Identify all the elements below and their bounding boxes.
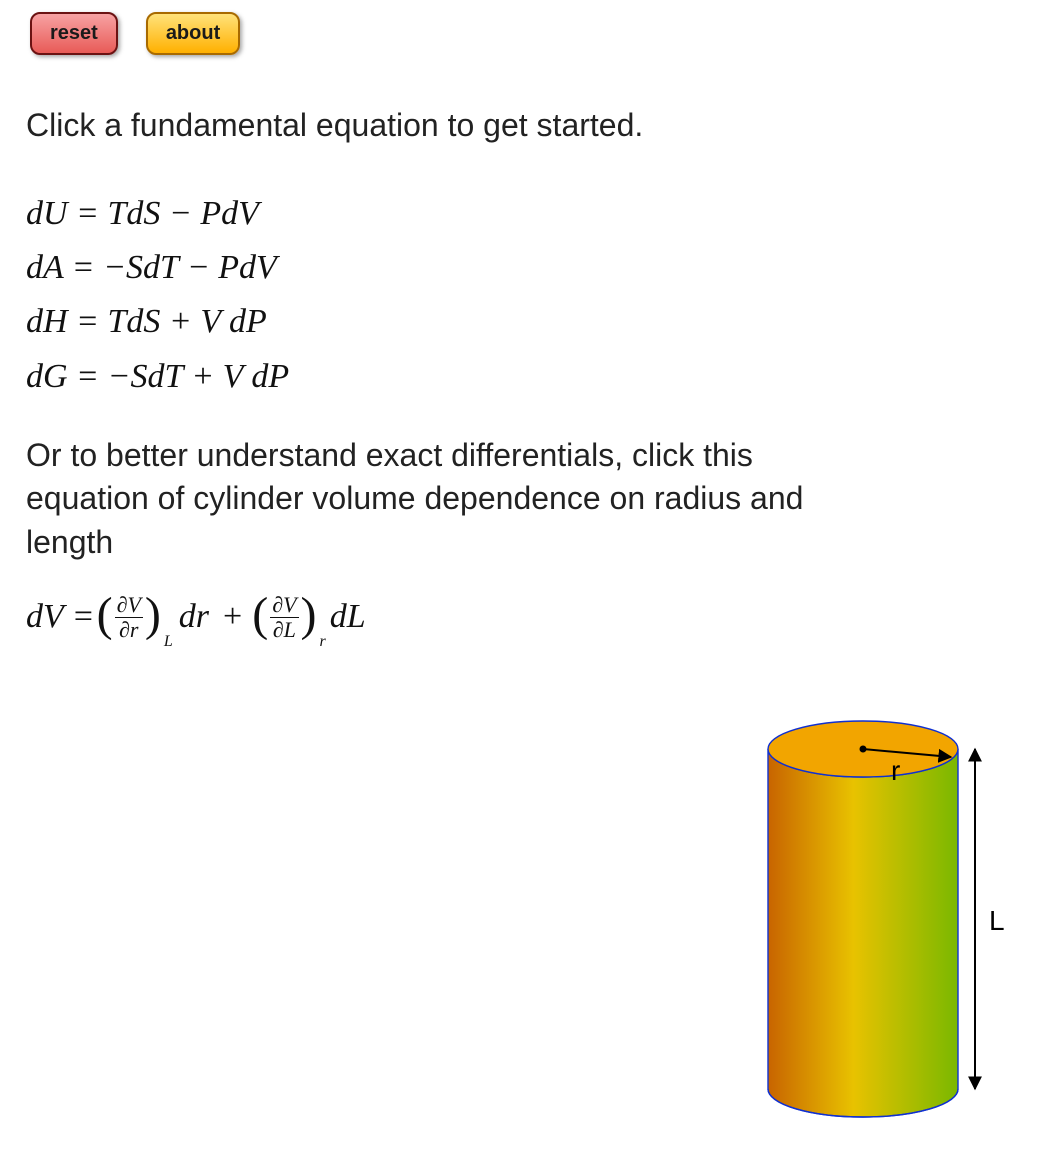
equation-dG[interactable]: dG = −SdT + V dP (26, 350, 1017, 404)
dL: dL (326, 598, 366, 636)
label-r: r (891, 755, 900, 787)
subscript-r: r (319, 633, 326, 651)
fundamental-equations: dU = TdS − PdV dA = −SdT − PdV dH = TdS … (26, 187, 1017, 405)
plus: + (215, 598, 250, 636)
equation-dU[interactable]: dU = TdS − PdV (26, 187, 1017, 241)
reset-button[interactable]: reset (30, 12, 118, 55)
dv-lhs: dV = (26, 598, 95, 636)
partial-v-over-L: ∂V ∂L (270, 594, 298, 641)
cylinder-svg (753, 709, 1023, 1139)
equation-dH[interactable]: dH = TdS + V dP (26, 295, 1017, 349)
about-button[interactable]: about (146, 12, 240, 55)
equation-dA[interactable]: dA = −SdT − PdV (26, 241, 1017, 295)
partial-v-over-r: ∂V ∂r (115, 594, 143, 641)
subscript-L: L (163, 633, 173, 651)
equation-dV[interactable]: dV = ( ∂V ∂r ) L dr + ( ∂V ∂L ) r dL (26, 594, 1023, 641)
dr: dr (173, 598, 215, 636)
label-L: L (989, 905, 1005, 937)
cylinder-intro-text: Or to better understand exact differenti… (26, 434, 806, 564)
cylinder-diagram: r L (753, 709, 1023, 1139)
toolbar: reset about (20, 10, 1023, 65)
intro-text: Click a fundamental equation to get star… (26, 105, 1017, 147)
